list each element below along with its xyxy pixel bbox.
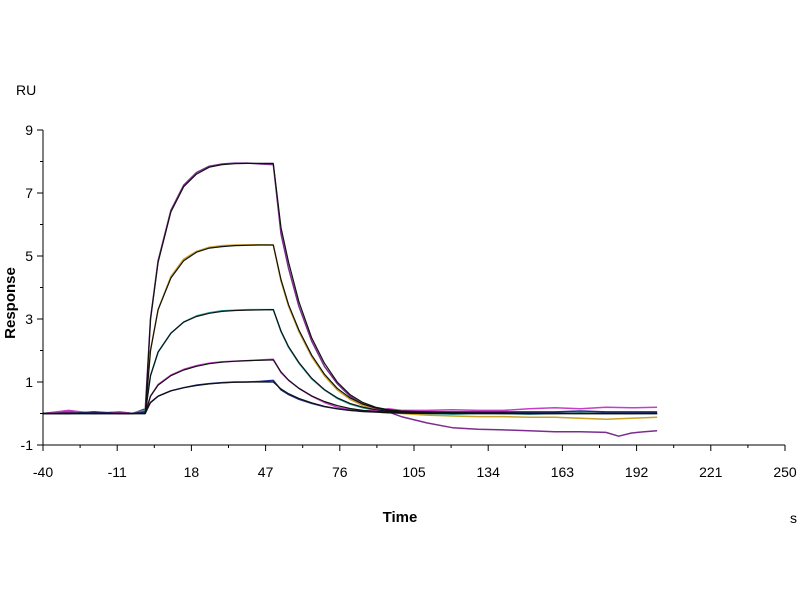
fit-curve-line (43, 359, 658, 415)
x-tick-label: 221 (699, 464, 723, 480)
y-tick-label: -1 (21, 437, 34, 453)
y-ticks: -1 1 3 5 7 9 (21, 122, 43, 453)
x-unit-label: s (790, 510, 797, 526)
x-tick-label: 105 (402, 464, 426, 480)
x-tick-label: 192 (625, 464, 649, 480)
x-ticks: -40 -11 18 47 76 105 134 163 192 221 250 (33, 445, 797, 480)
x-tick-label: 76 (332, 464, 348, 480)
y-unit-label: RU (16, 82, 36, 98)
y-tick-label: 7 (25, 185, 33, 201)
y-axis-title: Response (2, 267, 19, 339)
y-tick-label: 9 (25, 122, 33, 138)
x-tick-label: 134 (477, 464, 501, 480)
response-curve-line (42, 358, 658, 415)
fit-curve-line (43, 381, 658, 415)
x-axis-title: Time (383, 509, 418, 526)
x-tick-label: 18 (184, 464, 200, 480)
y-tick-label: 1 (25, 374, 33, 390)
x-tick-label: -11 (108, 464, 127, 480)
x-tick-label: 250 (773, 464, 797, 480)
x-tick-label: 163 (551, 464, 575, 480)
fit-curve-line (43, 244, 658, 415)
y-tick-label: 3 (25, 311, 33, 327)
plot-series (42, 162, 658, 437)
x-tick-label: -40 (33, 464, 53, 480)
response-curve-line (43, 243, 658, 420)
x-tick-label: 47 (258, 464, 274, 480)
y-tick-label: 5 (25, 248, 33, 264)
fit-curve-line (43, 162, 658, 415)
